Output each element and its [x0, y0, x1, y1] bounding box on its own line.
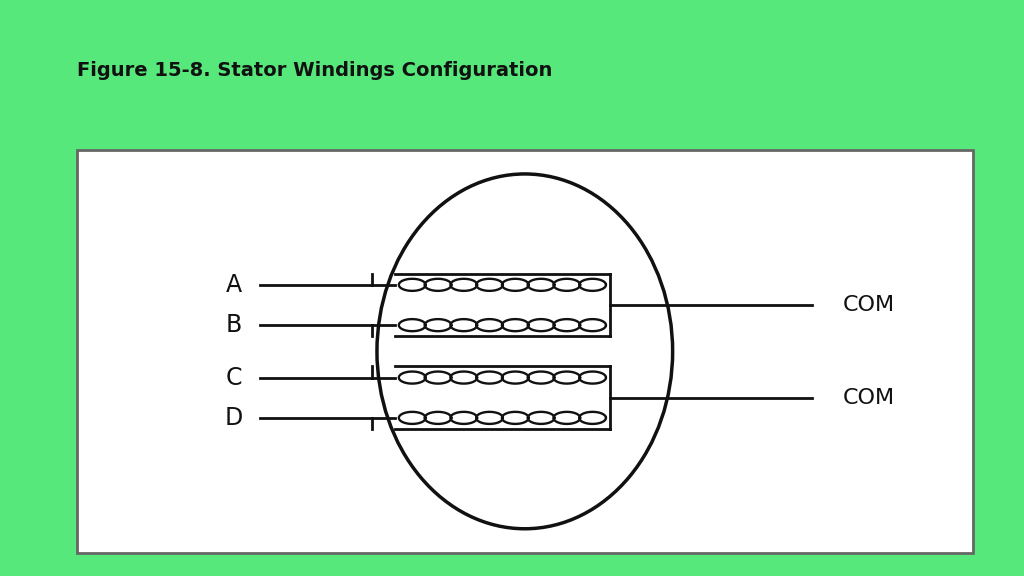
Text: COM: COM	[843, 388, 895, 408]
Text: Figure 15-8. Stator Windings Configuration: Figure 15-8. Stator Windings Configurati…	[77, 60, 552, 79]
Text: B: B	[225, 313, 242, 337]
Text: COM: COM	[843, 295, 895, 315]
Text: D: D	[224, 406, 243, 430]
Text: C: C	[225, 366, 242, 389]
Text: A: A	[225, 273, 242, 297]
